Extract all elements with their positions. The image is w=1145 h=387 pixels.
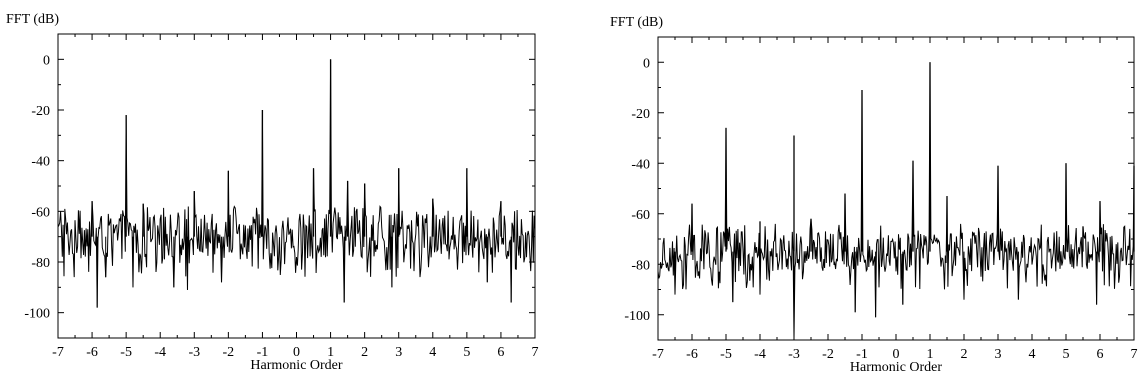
y-axis-label: FFT (dB) [6, 12, 59, 27]
fft-chart-left: -7 -6 -5 -4 -3 -2 -1 0 1 2 3 4 5 6 7 0 -20 -40 -60 -80 -100 F… [6, 12, 539, 373]
x-tick-label: -1 [257, 345, 269, 360]
x-tick-label: 4 [429, 345, 436, 360]
x-tick-label: 7 [532, 345, 539, 360]
y-tick-label: 0 [643, 56, 650, 71]
x-tick-label: 7 [1131, 347, 1138, 362]
x-tick-label: 6 [497, 345, 504, 360]
y-tick-label: -40 [31, 155, 50, 170]
x-tick-label: -4 [754, 347, 766, 362]
x-tick-label: 1 [327, 345, 334, 360]
x-tick-label: -3 [188, 345, 200, 360]
x-tick-label: -6 [686, 347, 698, 362]
x-tick-label: 2 [361, 345, 368, 360]
y-tick-label: 0 [43, 53, 50, 68]
y-tick-label: -100 [624, 309, 650, 324]
x-tick-label: 0 [293, 345, 300, 360]
y-tick-label: -80 [631, 258, 650, 273]
x-tick-label: 4 [1029, 347, 1036, 362]
x-tick-label: 3 [395, 345, 402, 360]
x-axis-label: Harmonic Order [850, 360, 942, 375]
x-tick-label: 0 [893, 347, 900, 362]
x-tick-label: -2 [223, 345, 235, 360]
fft-series-line [657, 62, 1135, 341]
x-tick-label: -2 [822, 347, 834, 362]
y-tick-label: -60 [31, 205, 50, 220]
x-tick-label: 3 [995, 347, 1002, 362]
y-tick-label: -20 [31, 104, 50, 119]
y-tick-label: -100 [24, 307, 50, 322]
fft-series-line [57, 59, 536, 308]
fft-chart-right: -7 -6 -5 -4 -3 -2 -1 0 1 2 3 4 5 6 7 0 -20 -40 -60 -80 -100 F… [610, 15, 1138, 375]
plot-frame [57, 33, 536, 339]
x-tick-label: -7 [52, 345, 64, 360]
x-tick-label: 6 [1097, 347, 1104, 362]
x-axis-label: Harmonic Order [250, 358, 342, 373]
y-axis-label: FFT (dB) [610, 15, 663, 30]
x-tick-label: 5 [463, 345, 470, 360]
y-tick-label: -60 [631, 208, 650, 223]
x-tick-label: 5 [1063, 347, 1070, 362]
x-tick-label: 2 [961, 347, 968, 362]
plot-frame [657, 36, 1135, 341]
x-tick-label: -4 [154, 345, 166, 360]
y-tick-label: -20 [631, 107, 650, 122]
x-tick-label: -5 [720, 347, 732, 362]
y-tick-label: -80 [31, 256, 50, 271]
x-tick-label: -5 [120, 345, 132, 360]
x-tick-label: -1 [856, 347, 868, 362]
x-tick-label: -7 [652, 347, 664, 362]
x-tick-label: -3 [788, 347, 800, 362]
y-tick-label: -40 [631, 157, 650, 172]
x-tick-label: -6 [86, 345, 98, 360]
x-tick-label: 1 [927, 347, 934, 362]
